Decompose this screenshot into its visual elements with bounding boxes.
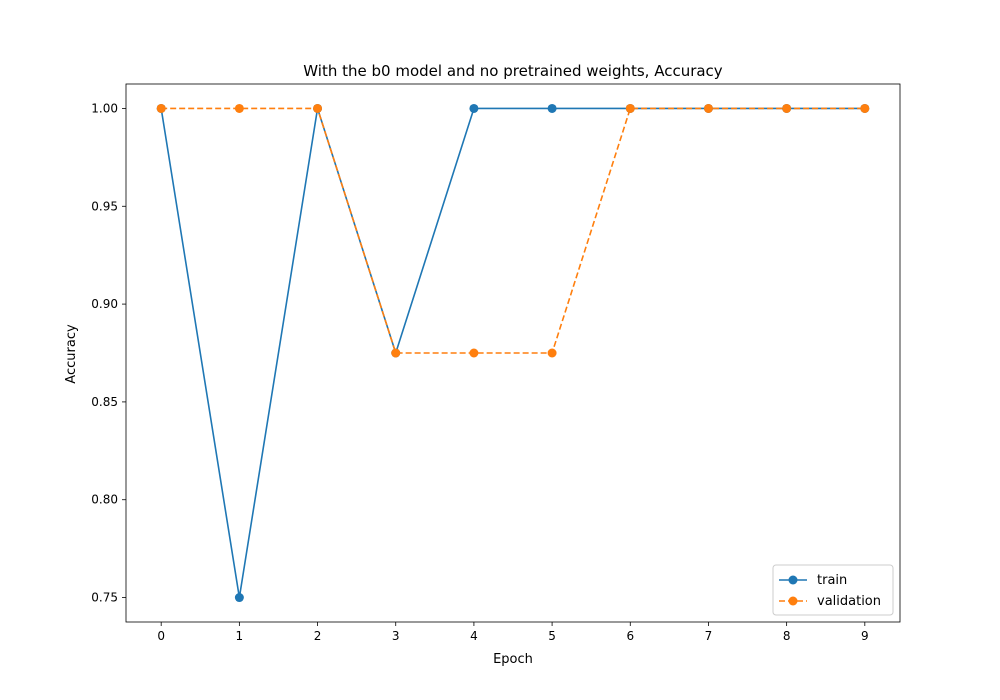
data-point-validation: [391, 348, 401, 358]
data-point-validation: [860, 103, 870, 113]
y-tick-label: 0.90: [91, 297, 118, 311]
x-tick-label: 8: [783, 629, 791, 643]
chart-title: With the b0 model and no pretrained weig…: [303, 62, 723, 80]
x-tick-label: 5: [548, 629, 556, 643]
x-tick-label: 4: [470, 629, 478, 643]
legend-marker-validation: [788, 596, 798, 606]
legend-label-train: train: [817, 573, 847, 588]
y-axis-label: Accuracy: [64, 324, 79, 384]
legend-marker-train: [788, 575, 798, 585]
data-point-train: [469, 103, 479, 113]
data-point-validation: [703, 103, 713, 113]
y-tick-label: 0.75: [91, 591, 118, 605]
x-tick-label: 3: [392, 629, 400, 643]
data-point-validation: [469, 348, 479, 358]
data-point-train: [234, 593, 244, 603]
data-point-validation: [156, 103, 166, 113]
y-tick-label: 1.00: [91, 101, 118, 115]
data-point-validation: [782, 103, 792, 113]
x-tick-label: 1: [236, 629, 244, 643]
data-point-validation: [313, 103, 323, 113]
series-line-train: [160, 107, 865, 599]
y-tick-label: 0.85: [91, 395, 118, 409]
y-tick-label: 0.95: [91, 199, 118, 213]
plot-area: 0 1 2 3 4 5 6 7 8 9 0.75 0.80 0.85 0.90 0.95 1.00 train v…: [91, 83, 901, 643]
x-tick-label: 6: [626, 629, 634, 643]
x-tick-label: 7: [705, 629, 713, 643]
data-point-validation: [625, 103, 635, 113]
x-axis-label: Epoch: [493, 652, 533, 667]
x-tick-label: 2: [314, 629, 322, 643]
legend-label-validation: validation: [817, 594, 881, 609]
data-point-validation: [547, 348, 557, 358]
x-tick-label: 9: [861, 629, 869, 643]
data-point-validation: [234, 103, 244, 113]
series-line-validation: [161, 107, 865, 354]
x-tick-label: 0: [157, 629, 165, 643]
data-point-train: [547, 103, 557, 113]
y-tick-label: 0.80: [91, 493, 118, 507]
legend-box: [772, 564, 894, 616]
axes-frame: [125, 83, 901, 623]
